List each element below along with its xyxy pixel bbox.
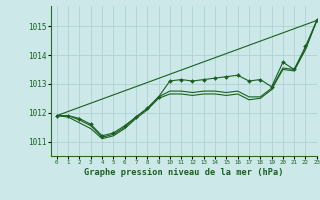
X-axis label: Graphe pression niveau de la mer (hPa): Graphe pression niveau de la mer (hPa) [84, 168, 284, 177]
